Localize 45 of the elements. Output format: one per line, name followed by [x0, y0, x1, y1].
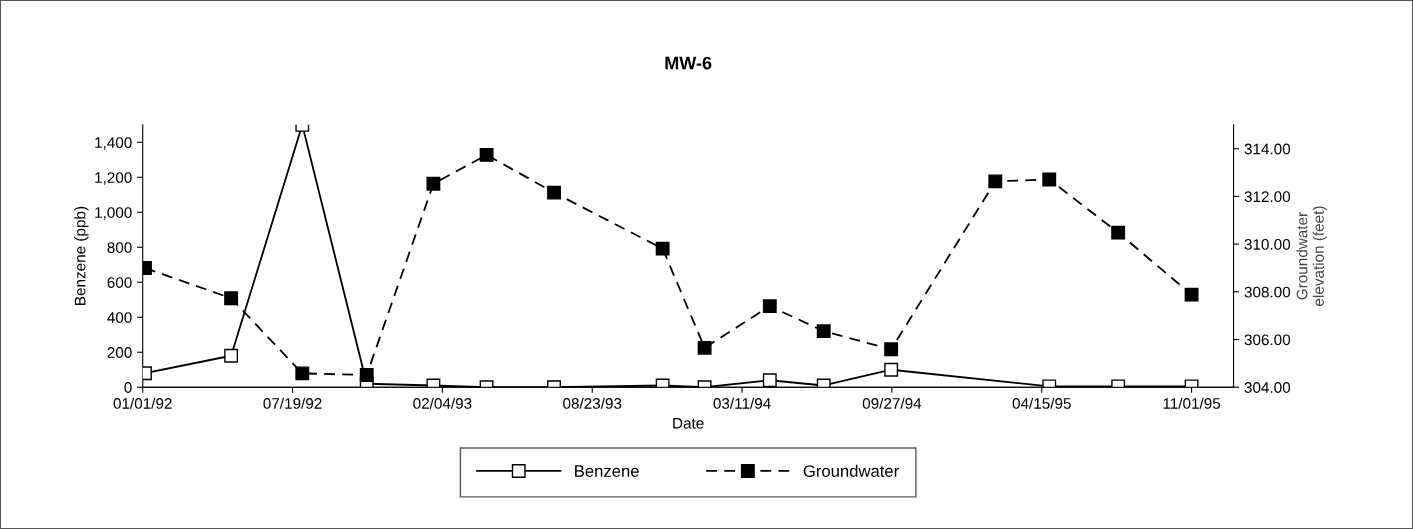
y2-tick-label: 306.00 [1244, 334, 1291, 346]
point [479, 147, 494, 162]
y-tick-label: 1,200 [95, 172, 132, 185]
point [224, 348, 239, 363]
y-tick-label: 1,000 [95, 207, 132, 220]
y-axis-title: Benzene (ppb) [74, 206, 89, 305]
legend-label: Benzene [575, 465, 639, 477]
point [884, 342, 899, 357]
point [988, 174, 1003, 189]
legend-label: Groundwater [803, 464, 899, 477]
x-tick-label: 02/04/93 [413, 397, 472, 409]
point [547, 185, 561, 200]
y-tick-label: 1,400 [95, 137, 132, 150]
point [224, 291, 239, 306]
x-tick-label: 09/27/94 [862, 397, 922, 409]
x-axis-title: Date [673, 418, 704, 429]
point [1111, 225, 1126, 240]
y-tick-label: 0 [124, 382, 132, 393]
y2-axis-title: Groundwater elevation (feet) [1296, 206, 1327, 306]
point [1184, 287, 1199, 302]
x-tick-label: 07/19/92 [263, 397, 322, 409]
x-tick-label: 03/11/94 [713, 397, 771, 409]
point [884, 362, 899, 377]
x-tick-label: 01/01/92 [113, 397, 172, 409]
y-tick-label: 800 [107, 242, 132, 253]
point [655, 241, 670, 256]
y2-tick-label: 312.00 [1244, 191, 1291, 203]
y2-tick-label: 304.00 [1244, 382, 1291, 393]
x-tick-label: 11/01/95 [1163, 397, 1221, 409]
point [359, 368, 374, 383]
x-tick-label: 04/15/95 [1012, 397, 1071, 409]
x-tick-label: 08/23/93 [563, 397, 622, 409]
point [816, 324, 831, 339]
y-tick-label: 200 [107, 347, 132, 358]
point [295, 366, 310, 381]
y2-tick-label: 310.00 [1244, 238, 1291, 250]
point [1042, 172, 1057, 187]
y-tick-label: 400 [107, 312, 132, 323]
chart-title: MW-6 [665, 56, 712, 70]
point [426, 176, 441, 191]
y2-tick-label: 308.00 [1244, 286, 1291, 298]
y2-tick-label: 314.00 [1244, 143, 1291, 155]
point [762, 299, 777, 314]
point [697, 340, 712, 355]
y-tick-label: 600 [107, 277, 132, 288]
